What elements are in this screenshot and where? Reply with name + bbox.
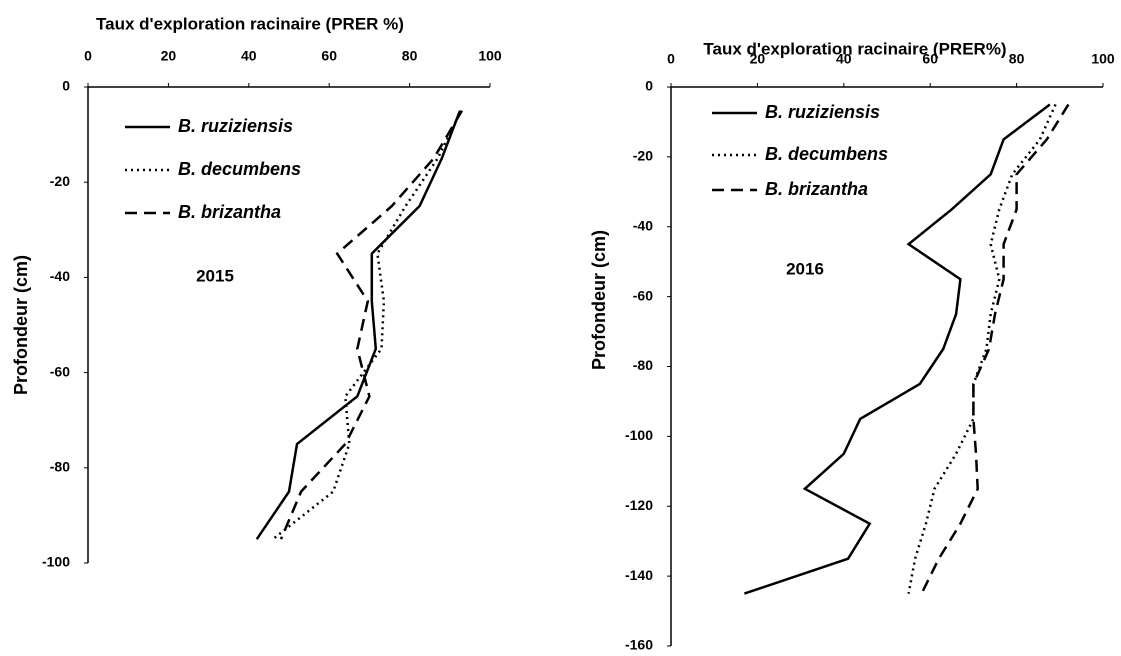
annotation: 2015	[196, 266, 234, 285]
chart-title: Taux d'exploration racinaire (PRER%)	[703, 39, 1006, 58]
x-tick-label: 60	[321, 48, 337, 64]
chart-title: Taux d'exploration racinaire (PRER %)	[96, 14, 404, 33]
y-axis-label: Profondeur (cm)	[11, 255, 31, 395]
y-axis-label: Profondeur (cm)	[589, 230, 609, 370]
y-tick-label: -80	[50, 459, 70, 475]
y-tick-label: -40	[633, 217, 653, 233]
x-tick-label: 100	[478, 48, 502, 64]
series-line	[279, 110, 463, 540]
y-tick-label: -60	[50, 363, 70, 379]
x-tick-label: 20	[750, 51, 766, 67]
y-tick-label: -40	[50, 268, 70, 284]
y-tick-label: -80	[633, 357, 653, 373]
annotation: 2016	[786, 259, 824, 278]
series-line	[255, 110, 462, 540]
series-line	[744, 103, 1051, 595]
y-tick-label: 0	[62, 78, 70, 94]
x-tick-label: 20	[161, 48, 177, 64]
y-tick-label: -140	[625, 567, 653, 583]
x-tick-label: 40	[836, 51, 852, 67]
legend-label: B. decumbens	[765, 144, 888, 164]
legend-label: B. decumbens	[178, 159, 301, 179]
x-tick-label: 0	[667, 51, 675, 67]
y-tick-label: -100	[625, 427, 653, 443]
legend-label: B. brizantha	[765, 179, 868, 199]
x-tick-label: 0	[84, 48, 92, 64]
x-tick-label: 80	[402, 48, 418, 64]
y-tick-label: -100	[42, 554, 70, 570]
y-tick-label: -160	[625, 637, 653, 653]
legend-label: B. brizantha	[178, 202, 281, 222]
y-tick-label: 0	[645, 78, 653, 94]
y-tick-label: -20	[50, 173, 70, 189]
y-tick-label: -120	[625, 497, 653, 513]
series-line	[920, 103, 1070, 595]
x-tick-label: 100	[1091, 51, 1115, 67]
x-tick-label: 40	[241, 48, 257, 64]
legend-label: B. ruziziensis	[178, 116, 293, 136]
y-tick-label: -20	[633, 148, 653, 164]
x-tick-label: 60	[922, 51, 938, 67]
y-tick-label: -60	[633, 287, 653, 303]
x-tick-label: 80	[1009, 51, 1025, 67]
legend-label: B. ruziziensis	[765, 102, 880, 122]
series-line	[907, 103, 1057, 594]
